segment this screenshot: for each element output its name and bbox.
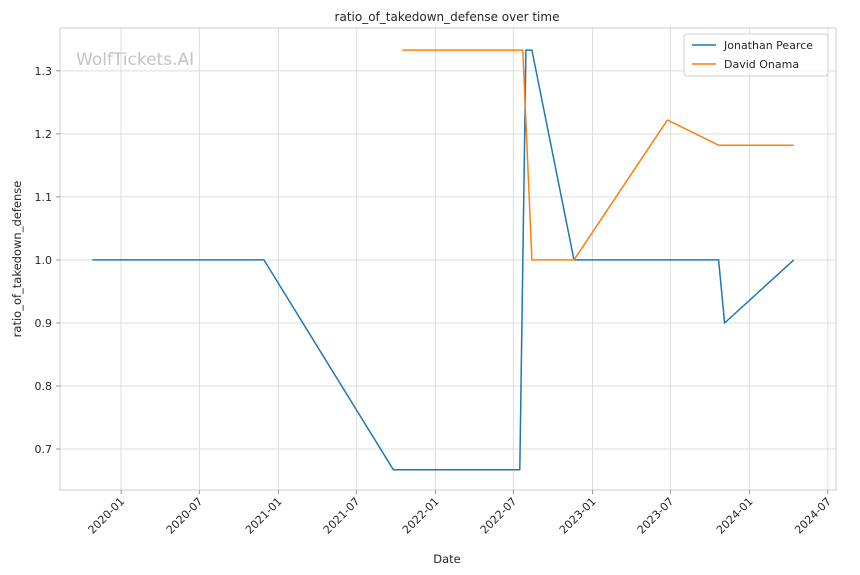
legend-box [683,33,829,77]
y-tick-label: 0.7 [35,443,53,456]
y-tick-label: 0.8 [35,380,53,393]
x-tick-label: 2024-07 [792,495,834,537]
y-tick-label: 1.3 [35,65,53,78]
plot-area [59,27,837,491]
x-tick-label: 2024-01 [714,495,756,537]
x-tick-label: 2023-07 [635,495,677,537]
x-tick-label: 2023-01 [557,495,599,537]
legend-entry: David Onama [724,58,799,71]
legend-entry: Jonathan Pearce [723,39,813,52]
series-line-2 [402,49,794,261]
legend: Jonathan Pearce David Onama [683,33,829,77]
grid [60,28,836,490]
x-tick-label: 2021-01 [243,495,285,537]
x-tick-label: 2021-07 [321,495,363,537]
chart-title: ratio_of_takedown_defense over time [335,10,560,24]
y-tick-label: 1.0 [35,254,53,267]
y-tick-label: 0.9 [35,317,53,330]
series-layer [92,49,795,471]
x-tick-label: 2022-07 [478,495,520,537]
x-tick-label: 2020-07 [164,495,206,537]
y-tick-label: 1.2 [35,128,53,141]
x-axis: 2020-01 2020-07 2021-01 2021-07 2022-01 2022-… [86,490,834,537]
y-axis: 0.7 0.8 0.9 1.0 1.1 1.2 1.3 [35,65,60,456]
y-tick-label: 1.1 [35,191,53,204]
x-axis-label: Date [433,552,461,566]
series-line-1 [92,49,795,471]
watermark: WolfTickets.AI [76,50,194,70]
x-tick-label: 2022-01 [400,495,442,537]
y-axis-label: ratio_of_takedown_defense [10,181,24,338]
x-tick-label: 2020-01 [86,495,128,537]
